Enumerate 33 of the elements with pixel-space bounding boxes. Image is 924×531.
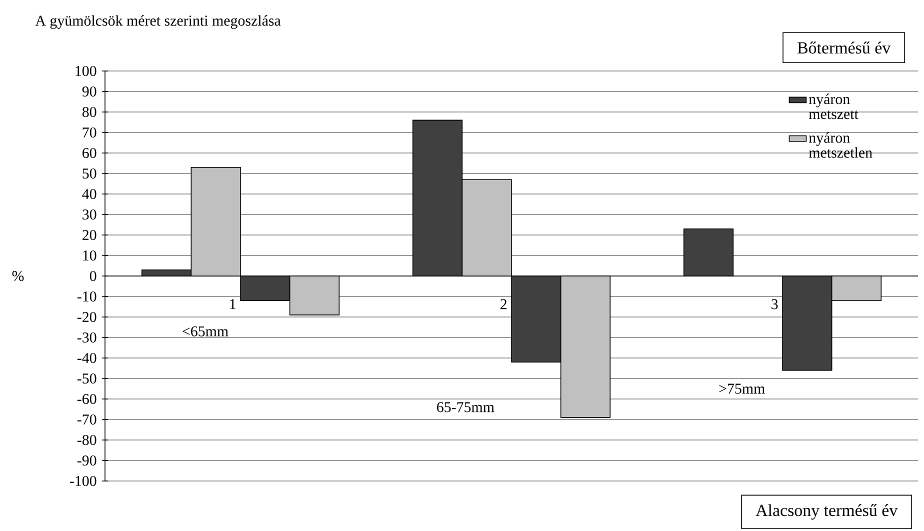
y-tick-label: -20 bbox=[77, 312, 96, 322]
x-tick-label: 1 bbox=[230, 299, 236, 310]
y-tick-label: -30 bbox=[77, 332, 96, 343]
text: Alacsony termésű év bbox=[756, 504, 898, 520]
y-tick-label: 50 bbox=[82, 168, 96, 179]
y-tick-label: -60 bbox=[77, 394, 96, 404]
y-tick-label: 40 bbox=[82, 188, 96, 200]
annotation: 65-75mm bbox=[437, 402, 494, 412]
y-tick-label: -80 bbox=[77, 434, 96, 446]
y-tick-label: 0 bbox=[90, 270, 96, 282]
y-tick-label: -10 bbox=[77, 291, 96, 302]
x-tick-label: 3 bbox=[772, 299, 778, 310]
y-tick-label: 60 bbox=[82, 148, 96, 158]
y-tick-label: -100 bbox=[70, 476, 96, 486]
y-axis-title: % bbox=[12, 270, 24, 282]
x-tick-label: 2 bbox=[500, 299, 506, 310]
y-tick-label: -40 bbox=[77, 352, 96, 364]
text: Bőtermésű év bbox=[798, 42, 891, 54]
annotation: <65mm bbox=[182, 326, 228, 336]
annotation: >75mm bbox=[719, 384, 765, 394]
y-tick-label: 10 bbox=[83, 250, 96, 261]
y-tick-label: -50 bbox=[77, 373, 96, 384]
y-tick-label: -70 bbox=[77, 414, 96, 425]
y-tick-label: 90 bbox=[82, 86, 96, 97]
y-tick-label: 100 bbox=[76, 66, 96, 76]
y-tick-label: 70 bbox=[82, 127, 96, 138]
legend-label: nyáron metszett bbox=[808, 94, 858, 120]
legend-label: nyáron metszetlen bbox=[808, 132, 872, 158]
y-tick-label: 20 bbox=[82, 230, 96, 240]
y-tick-label: -90 bbox=[77, 455, 96, 466]
y-tick-label: 30 bbox=[82, 209, 96, 220]
chart-title: A gyümölcsök méret szerinti megoszlása bbox=[35, 15, 281, 29]
y-tick-label: 80 bbox=[82, 106, 96, 118]
